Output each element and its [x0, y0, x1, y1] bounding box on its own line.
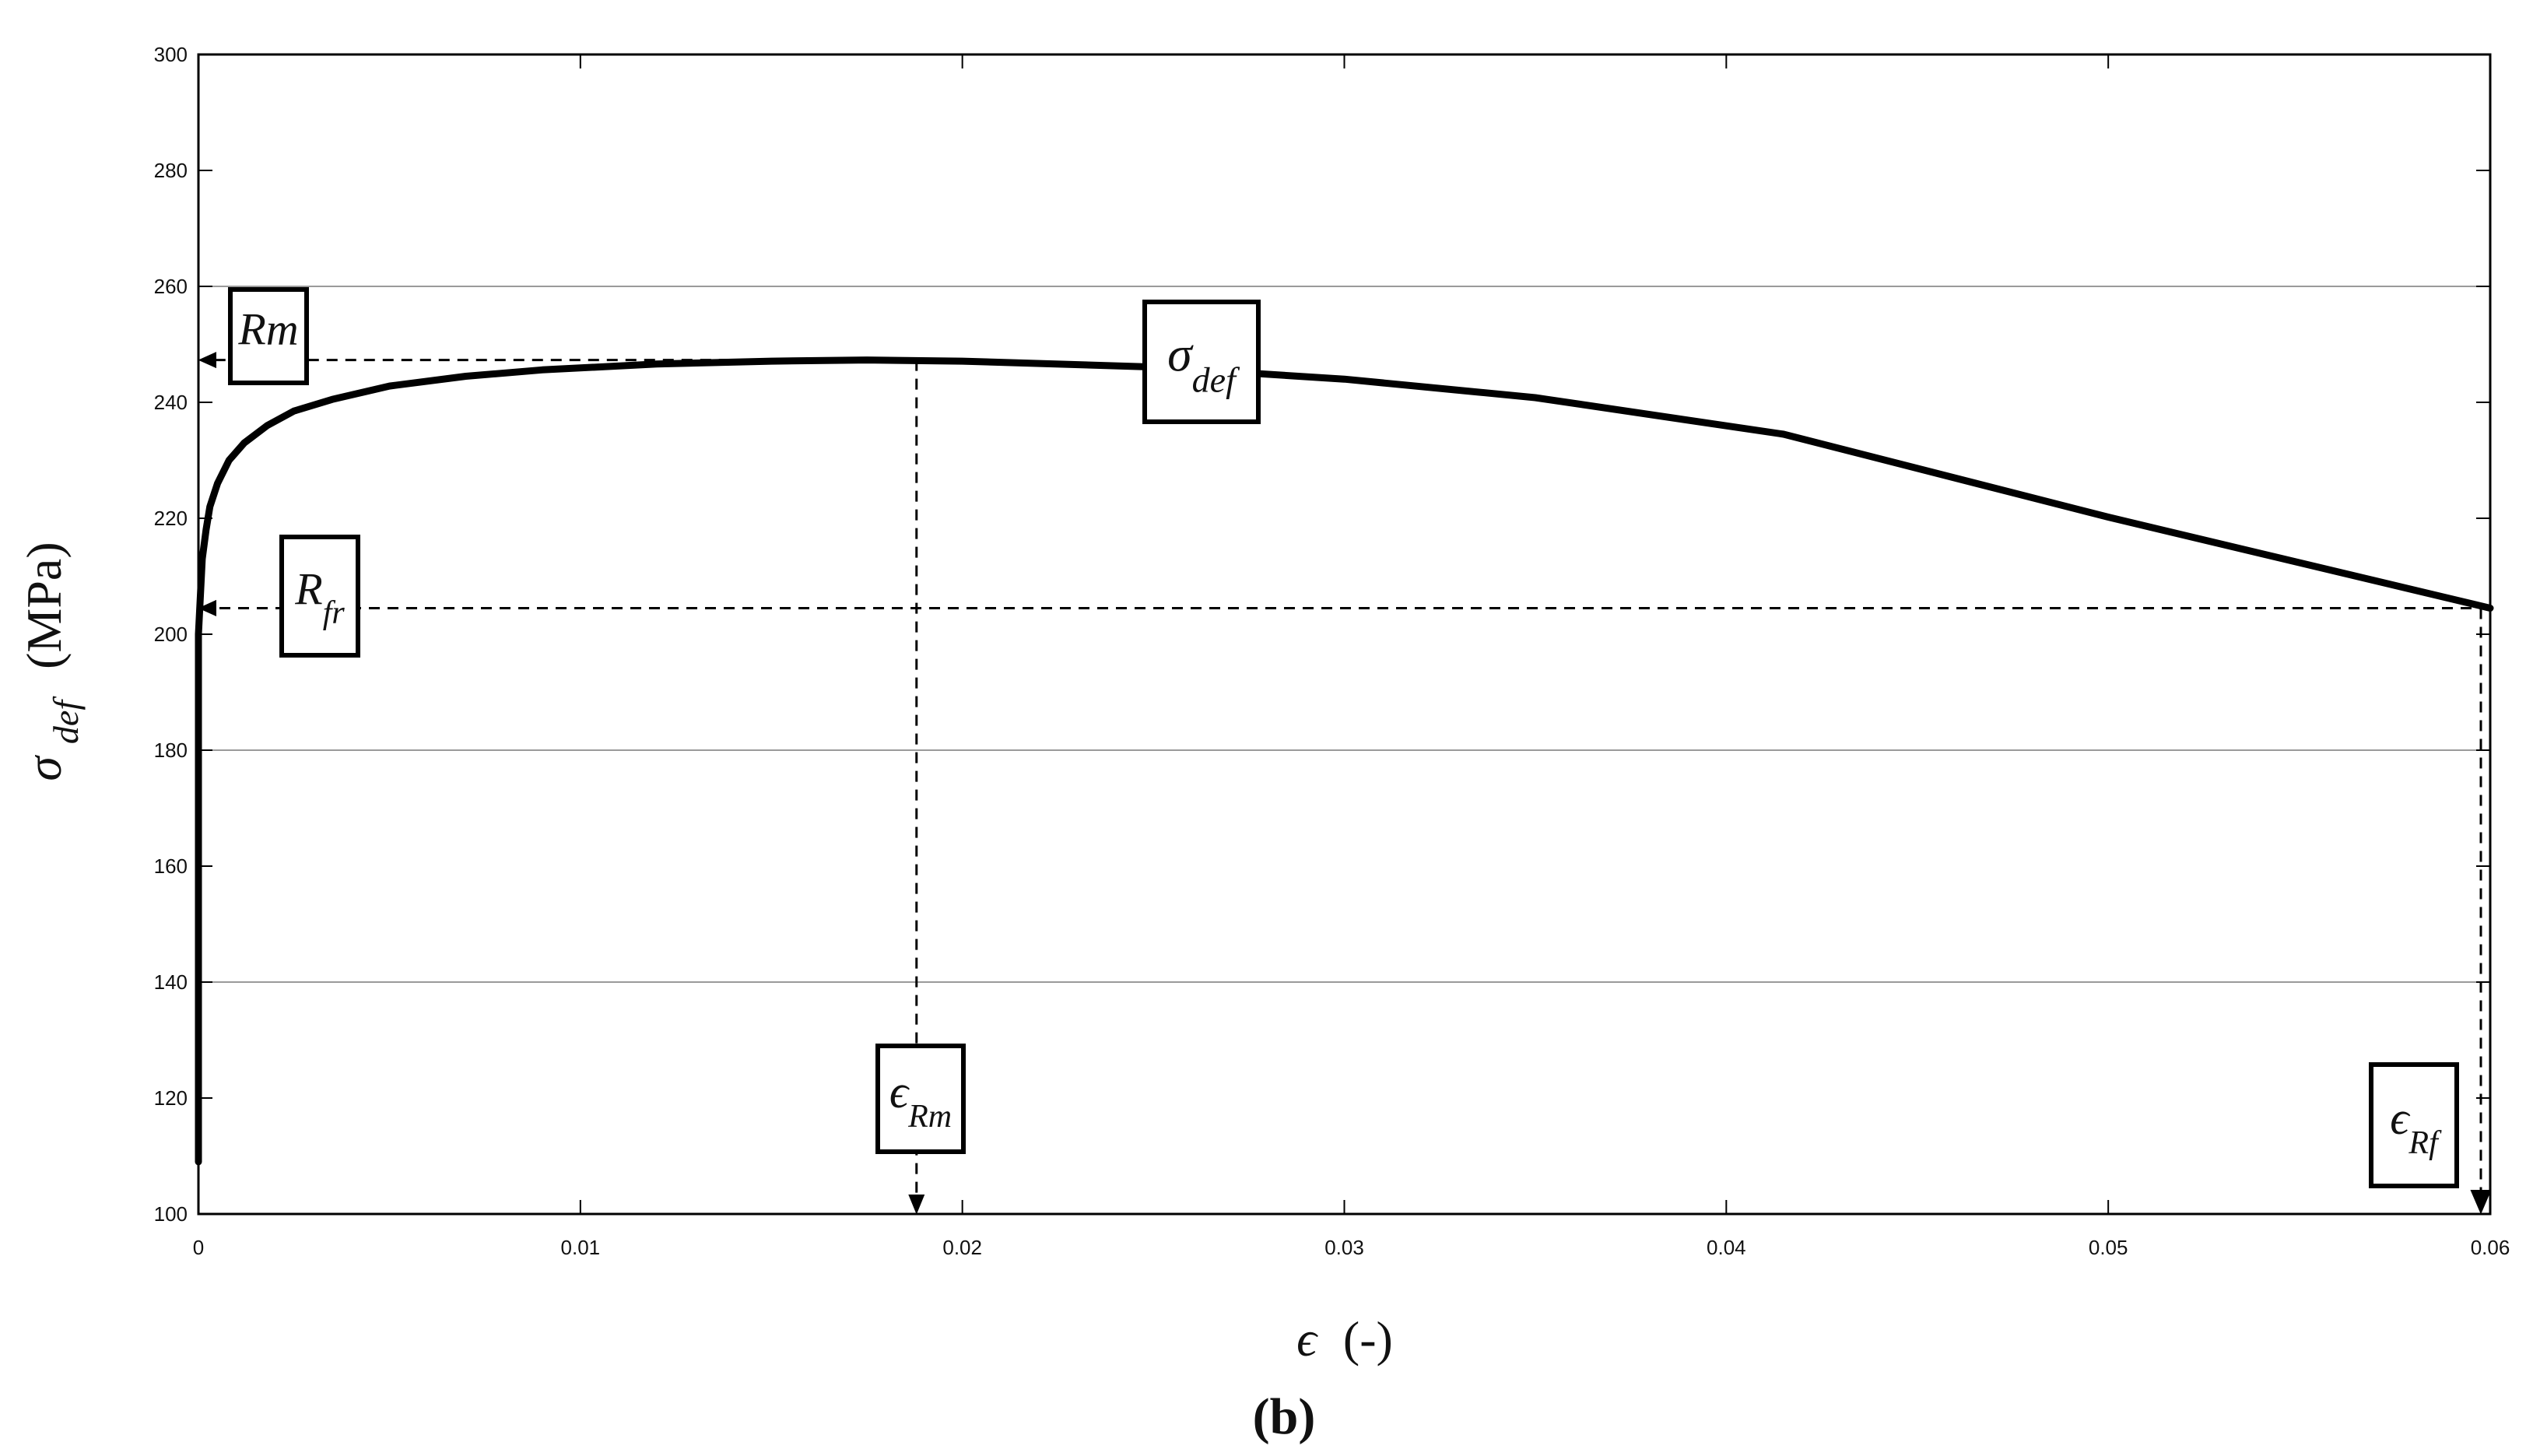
panel-label: (b): [1253, 1388, 1316, 1445]
rfr-annotation-label-sub: fr: [323, 595, 346, 631]
eps-rf-annotation-label-sub: Rf: [2408, 1125, 2442, 1161]
y-tick-label: 140: [154, 970, 188, 994]
x-axis-symbol: ϵ: [1296, 1311, 1318, 1367]
eps-rm-annotation-label-sub: Rm: [907, 1099, 952, 1135]
y-tick-label: 100: [154, 1202, 188, 1226]
rm-arrowhead: [198, 352, 216, 369]
series-layer: [195, 356, 2494, 1166]
x-tick-label: 0.01: [561, 1236, 601, 1259]
x-tick-label: 0.05: [2089, 1236, 2128, 1259]
eps-rm-arrowhead: [908, 1195, 925, 1215]
rfr-annotation-label: Rfr: [294, 563, 345, 630]
y-tick-label: 200: [154, 623, 188, 646]
y-tick-label: 260: [154, 275, 188, 298]
rfr-annotation-label-main: R: [294, 563, 322, 614]
rm-annotation-box: [228, 287, 309, 385]
rfr-arrowhead: [198, 599, 216, 617]
sigma-def-annotation-label-main: σ: [1167, 327, 1194, 382]
x-axis-unit: (-): [1343, 1311, 1393, 1367]
y-tick-label: 120: [154, 1086, 188, 1110]
series-line: [195, 356, 2494, 1166]
y-axis-symbol: σ: [16, 755, 72, 781]
sigma-def-annotation-label-sub: def: [1192, 360, 1240, 399]
y-axis-label: σ def (MPa): [16, 542, 89, 781]
axis-ticks: 0 0.01 0.02 0.03 0.04 0.05 0.06 100 120 140 160 180…: [154, 43, 2510, 1259]
x-tick-label: 0.04: [1707, 1236, 1746, 1259]
x-tick-label: 0.02: [942, 1236, 982, 1259]
y-axis-unit: (MPa): [16, 542, 72, 669]
y-axis-subscript: def: [46, 696, 86, 744]
eps-rm-annotation-label-main: ϵ: [889, 1066, 910, 1117]
x-axis-label: ϵ (-): [1296, 1311, 1393, 1367]
y-tick-label: 280: [154, 159, 188, 182]
guide-lines: [198, 352, 2492, 1215]
rfr-annotation-box: [279, 535, 360, 658]
sigma-def-annotation-box: [1142, 300, 1261, 424]
y-tick-label: 160: [154, 854, 188, 878]
y-tick-label: 180: [154, 739, 188, 762]
eps-rf-annotation-label-main: ϵ: [2390, 1093, 2411, 1144]
x-tick-label: 0.06: [2471, 1236, 2510, 1259]
plot-frame: [197, 53, 2492, 1216]
eps-rf-arrowhead: [2470, 1190, 2492, 1215]
grid-lines: [198, 286, 2490, 983]
y-tick-label: 240: [154, 391, 188, 414]
eps-rf-annotation-box: [2369, 1062, 2459, 1188]
sigma-def-annotation-label: σdef: [1167, 327, 1240, 400]
rm-annotation-label: Rm: [237, 303, 298, 354]
eps-rf-annotation-label: ϵRf: [2390, 1093, 2442, 1161]
rm-annotation-label-main: Rm: [237, 303, 298, 354]
eps-rm-annotation-label: ϵRm: [889, 1066, 952, 1135]
eps-rm-annotation-box: [875, 1044, 966, 1154]
x-tick-label: 0.03: [1324, 1236, 1364, 1259]
y-tick-label: 220: [154, 507, 188, 530]
y-tick-label: 300: [154, 43, 188, 66]
x-tick-label: 0: [193, 1236, 204, 1259]
